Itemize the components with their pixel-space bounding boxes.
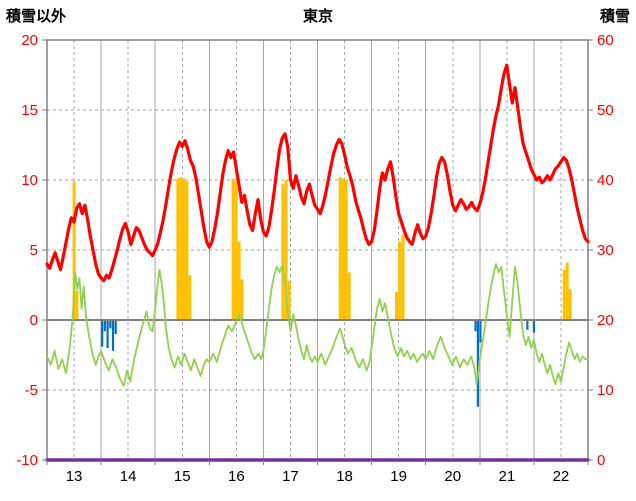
right-axis-tick-label: 10 — [597, 382, 614, 399]
snow-bars-orange-bar — [568, 289, 572, 320]
left-axis-title: 積雪以外 — [6, 8, 67, 25]
x-axis-tick-label: 19 — [390, 468, 407, 485]
snow-bars-orange-bar — [395, 292, 398, 320]
snow-bars-orange-bar — [565, 262, 569, 320]
x-axis-tick-label: 13 — [66, 468, 83, 485]
left-axis-tick-label: 15 — [21, 102, 38, 119]
snow-bars-orange-bar — [182, 178, 186, 320]
x-axis-tick-label: 16 — [228, 468, 245, 485]
snow-bars-orange-bar — [344, 180, 348, 320]
snow-bars-orange-bar — [341, 178, 345, 320]
snow-bars-orange-bar — [234, 181, 238, 320]
left-axis-tick-label: -10 — [16, 452, 38, 469]
left-axis-tick-label: 10 — [21, 172, 38, 189]
negative-bars-blue-bar — [109, 320, 112, 329]
snow-bars-orange-bar — [176, 178, 180, 320]
snow-bars-orange-bar — [72, 181, 76, 320]
x-axis-tick-label: 20 — [444, 468, 461, 485]
snow-bars-orange-bar — [240, 279, 244, 320]
x-axis-tick-label: 15 — [174, 468, 191, 485]
right-axis-tick-label: 40 — [597, 172, 614, 189]
snow-bars-orange-bar — [284, 180, 288, 320]
right-axis-tick-label: 20 — [597, 312, 614, 329]
x-axis-tick-label: 22 — [553, 468, 570, 485]
right-axis-tick-label: 30 — [597, 242, 614, 259]
snow-bars-orange-bar — [237, 241, 241, 320]
snow-bars-orange-bar — [231, 178, 235, 320]
negative-bars-blue-bar — [103, 320, 106, 332]
snow-bars-orange-bar — [185, 181, 189, 320]
snow-bars-orange-bar — [338, 177, 342, 320]
negative-bars-blue-bar — [526, 320, 529, 330]
snow-bars-orange-bar — [398, 241, 402, 320]
right-axis-tick-label: 50 — [597, 102, 614, 119]
green-line — [46, 263, 589, 387]
negative-bars-blue-bar — [114, 320, 117, 334]
negative-bars-blue-bar — [532, 320, 535, 333]
snow-bars-orange-bar — [562, 269, 566, 320]
x-axis-tick-label: 14 — [120, 468, 137, 485]
negative-bars-blue-bar — [474, 320, 477, 332]
negative-bars-blue-bar — [479, 320, 482, 343]
left-axis-tick-label: -5 — [25, 382, 38, 399]
snow-bars-orange-bar — [179, 177, 183, 320]
negative-bars-blue-bar — [476, 320, 479, 407]
snow-bars-orange-bar — [401, 234, 405, 320]
negative-bars-blue-bar — [111, 320, 115, 351]
negative-bars-blue-bar — [101, 320, 104, 347]
snow-bars-orange-bar — [281, 184, 285, 320]
right-axis-tick-label: 0 — [597, 452, 605, 469]
snow-bars-orange-bar — [75, 290, 79, 320]
snow-bars-orange-bar — [188, 275, 192, 320]
left-axis-tick-label: 5 — [30, 242, 38, 259]
snow-bars-orange-bar — [347, 272, 351, 320]
snow-bars-orange-bar — [287, 280, 291, 320]
chart-title: 東京 — [302, 8, 333, 25]
left-axis-tick-label: 0 — [30, 312, 38, 329]
x-axis-tick-label: 21 — [499, 468, 516, 485]
negative-bars-blue-bar — [106, 320, 109, 348]
red-line — [45, 63, 590, 283]
right-axis-title: 積雪 — [599, 8, 630, 25]
x-axis-tick-label: 18 — [336, 468, 353, 485]
x-axis-tick-label: 17 — [282, 468, 299, 485]
left-axis-tick-label: 20 — [21, 32, 38, 49]
right-axis-tick-label: 60 — [597, 32, 614, 49]
